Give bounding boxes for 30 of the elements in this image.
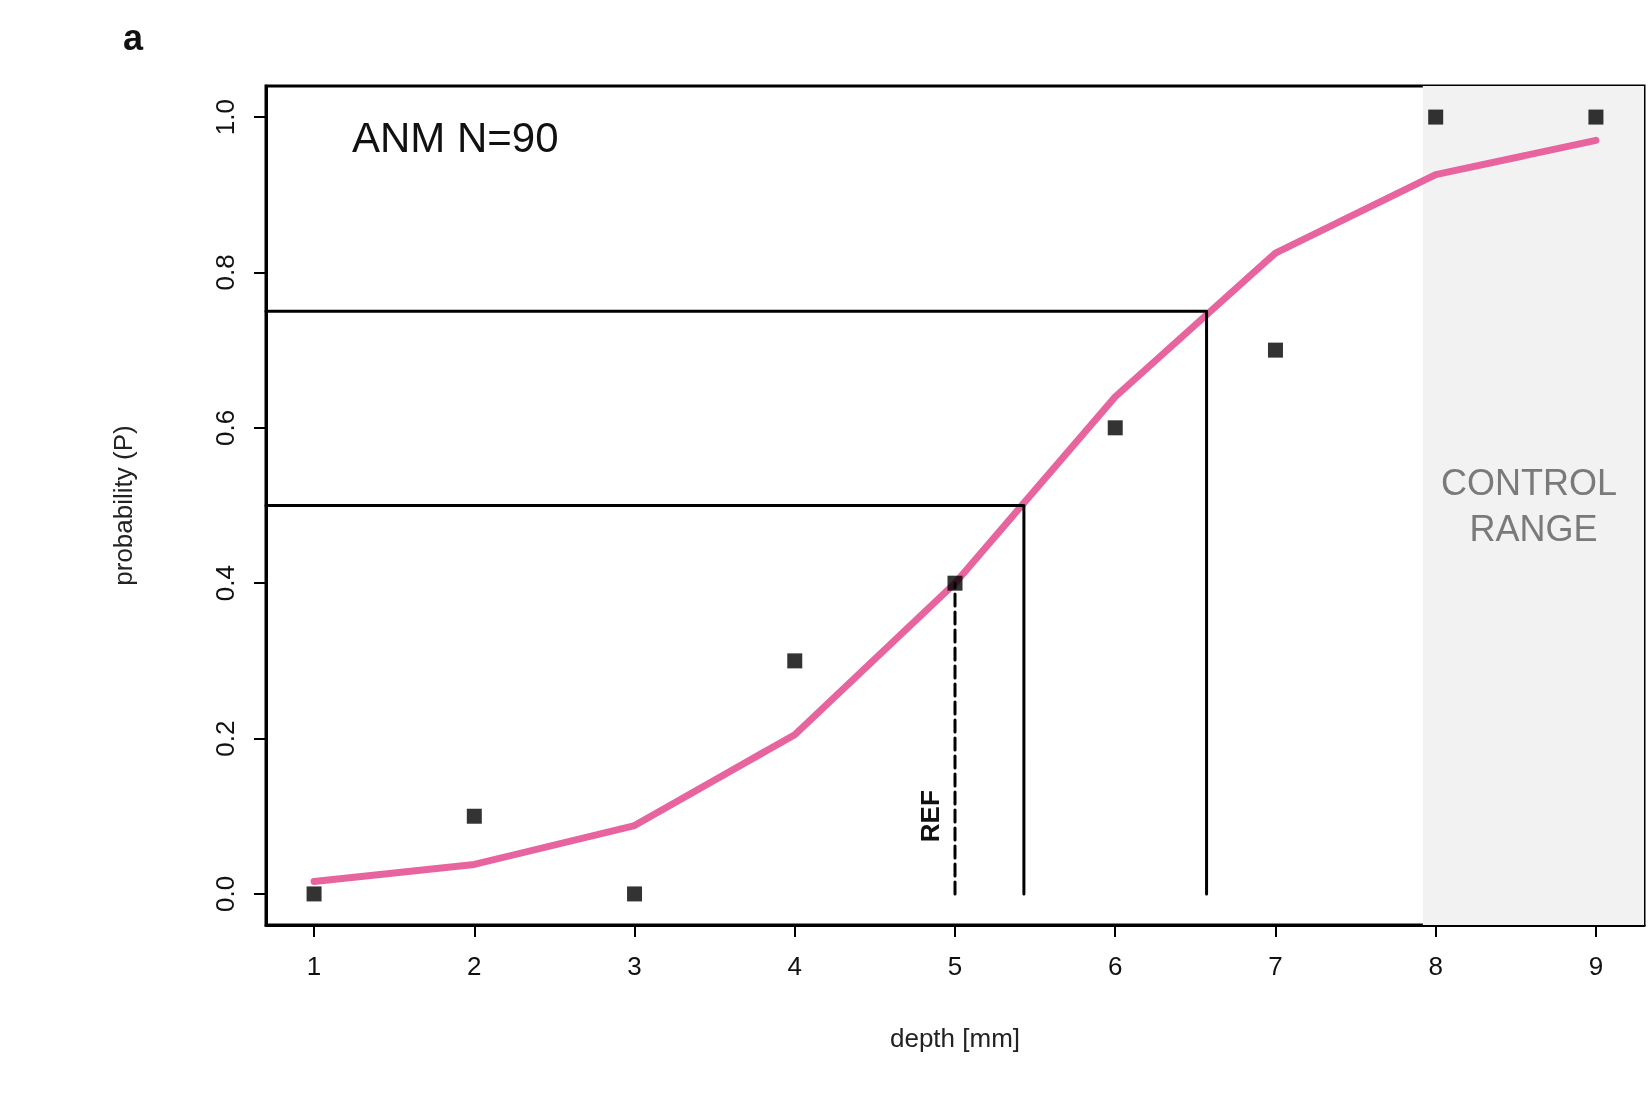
x-tick-label: 3 [627,951,642,981]
x-tick-label: 2 [467,951,482,981]
point [1107,420,1123,436]
y-tick-label: 0.6 [210,409,240,446]
annotation: ANM N=90 [352,113,559,161]
annotation: REF [915,790,945,843]
point [306,886,322,902]
x-tick-label: 4 [787,951,802,981]
point [787,653,803,669]
point [947,575,963,591]
point [466,808,482,824]
x-tick-label: 1 [306,951,322,981]
y-tick-label: 1.0 [210,99,240,136]
x-tick-label: 6 [1108,951,1123,981]
x-tick-label: 8 [1428,951,1443,981]
band-label: CONTROL RANGE [1441,462,1626,549]
x-axis-title: depth [mm] [889,1023,1021,1053]
point [627,886,643,902]
x-tick-label: 5 [947,951,963,981]
point [1588,109,1604,125]
y-tick-label: 0.4 [210,565,240,602]
point [1428,109,1444,125]
chart-title: a [123,16,144,58]
x-tick-label: 7 [1268,951,1283,981]
y-axis-title: probability (P) [108,425,138,586]
x-tick-label: 9 [1588,951,1604,981]
y-tick-label: 0.8 [210,254,240,291]
point [1267,342,1283,358]
y-tick-label: 0.0 [210,875,240,912]
y-tick-label: 0.2 [210,720,240,757]
